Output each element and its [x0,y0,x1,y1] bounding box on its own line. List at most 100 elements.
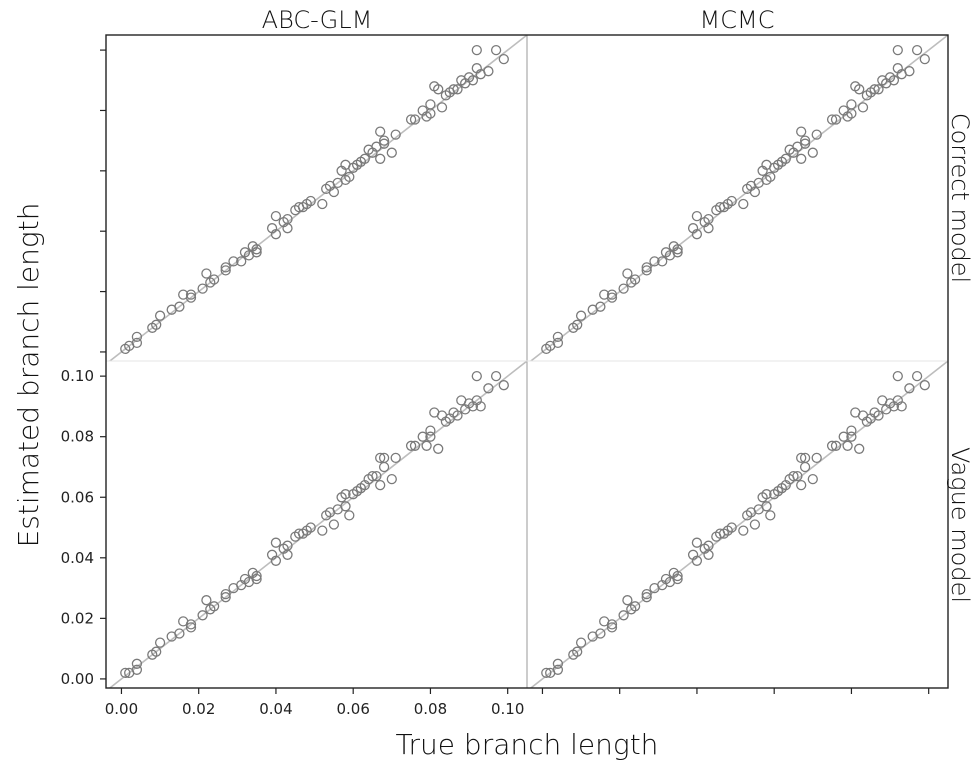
data-point [796,452,807,464]
data-point [328,186,340,198]
data-point [270,555,282,566]
data-point [390,129,401,140]
data-point [251,247,262,258]
data-point [618,610,629,621]
data-point [208,274,220,285]
data-point [572,319,583,330]
data-point [657,256,668,267]
data-point [251,573,262,585]
data-point [197,283,208,294]
data-point [448,84,459,95]
data-point [208,601,220,612]
col-title-abc-glm: ABC-GLM [262,6,373,34]
data-point [826,114,838,125]
data-point [425,425,436,436]
data-point [359,153,370,164]
data-point [498,380,509,391]
data-point [606,289,618,300]
data-point [185,289,197,300]
data-point [846,431,857,442]
data-point [131,337,143,349]
data-point [282,223,293,234]
data-point [270,537,282,548]
data-point [595,301,606,312]
data-point [904,66,915,77]
data-point [282,549,293,560]
data-point [846,425,857,436]
data-point [854,443,865,454]
data-point [151,319,162,330]
data-point [799,135,811,146]
data-point [305,522,316,533]
data-point [641,588,652,600]
y-tick-label: 0.04 [61,549,94,567]
y-axis-title: Estimated branch length [12,203,45,548]
data-point [409,114,421,125]
data-point [749,186,761,198]
y-tick-label: 0.06 [61,488,94,506]
x-tick-label: 0.00 [105,700,138,718]
data-point [896,401,907,412]
data-point [575,310,587,321]
data-point [796,153,807,164]
data-point [390,452,401,464]
data-point [919,53,930,65]
data-point [433,443,444,454]
col-title-mcmc: MCMC [700,6,775,34]
data-point [220,262,231,273]
data-point [174,628,185,639]
data-point [220,265,231,276]
data-point [826,440,838,451]
data-point [386,147,397,158]
data-point [197,610,208,621]
data-point [131,658,143,669]
data-point [340,489,351,500]
data-point [378,135,390,146]
data-point [201,268,212,279]
data-point [792,470,803,482]
x-tick-label: 0.04 [259,700,292,718]
y-tick-label: 0.08 [61,428,94,446]
data-point [672,573,683,585]
data-point [796,479,807,491]
data-point [220,588,231,600]
frame-layer [105,34,949,689]
data-point [498,53,509,65]
data-point [201,595,212,606]
data-point [672,570,683,582]
data-point [471,370,482,382]
row-title-correct-model: Correct model [946,113,974,283]
data-point [799,452,811,464]
panel-correct-model-mcmc [529,35,948,361]
data-point [344,510,355,521]
figure-frame [105,34,949,689]
data-point [780,153,791,164]
panels-layer [108,35,948,688]
data-point [857,102,869,113]
data-point [405,114,417,125]
data-point [475,401,486,412]
data-point [371,470,382,482]
x-tick-label: 0.02 [182,700,215,718]
y-tick-label: 0.00 [61,670,94,688]
data-point [691,210,703,222]
data-point [151,646,162,657]
data-point [340,501,351,512]
data-point [622,595,633,606]
data-point [452,84,463,95]
data-point [873,84,884,95]
data-point [367,470,378,482]
data-point [378,461,390,473]
data-point [796,126,807,137]
data-point [425,431,436,442]
data-point [919,380,930,391]
data-point [375,479,386,491]
data-point [251,570,262,582]
data-point [417,431,428,442]
data-point [788,470,799,482]
data-point [386,473,397,485]
data-point [691,229,703,240]
y-tick-label: 0.02 [61,609,94,627]
data-point [154,637,166,648]
panel-plot-area [108,361,527,688]
